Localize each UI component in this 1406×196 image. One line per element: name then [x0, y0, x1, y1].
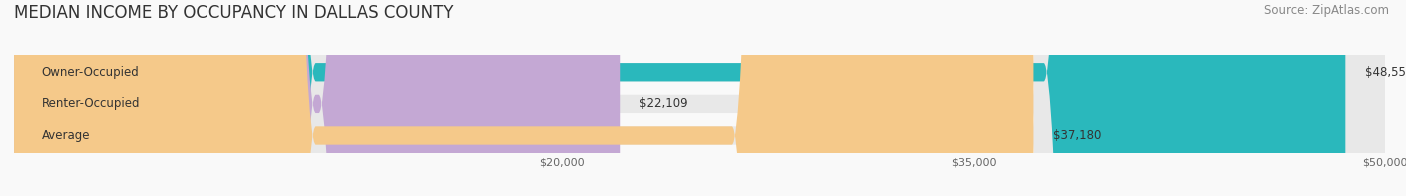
FancyBboxPatch shape [14, 0, 1385, 196]
Text: $37,180: $37,180 [1053, 129, 1101, 142]
Text: Renter-Occupied: Renter-Occupied [42, 97, 141, 110]
Text: Source: ZipAtlas.com: Source: ZipAtlas.com [1264, 4, 1389, 17]
Text: Owner-Occupied: Owner-Occupied [42, 66, 139, 79]
FancyBboxPatch shape [14, 0, 1385, 196]
FancyBboxPatch shape [14, 0, 1385, 196]
Text: $22,109: $22,109 [640, 97, 688, 110]
FancyBboxPatch shape [14, 0, 1346, 196]
Text: Average: Average [42, 129, 90, 142]
FancyBboxPatch shape [14, 0, 1033, 196]
Text: MEDIAN INCOME BY OCCUPANCY IN DALLAS COUNTY: MEDIAN INCOME BY OCCUPANCY IN DALLAS COU… [14, 4, 454, 22]
Text: $48,556: $48,556 [1364, 66, 1406, 79]
FancyBboxPatch shape [14, 0, 620, 196]
